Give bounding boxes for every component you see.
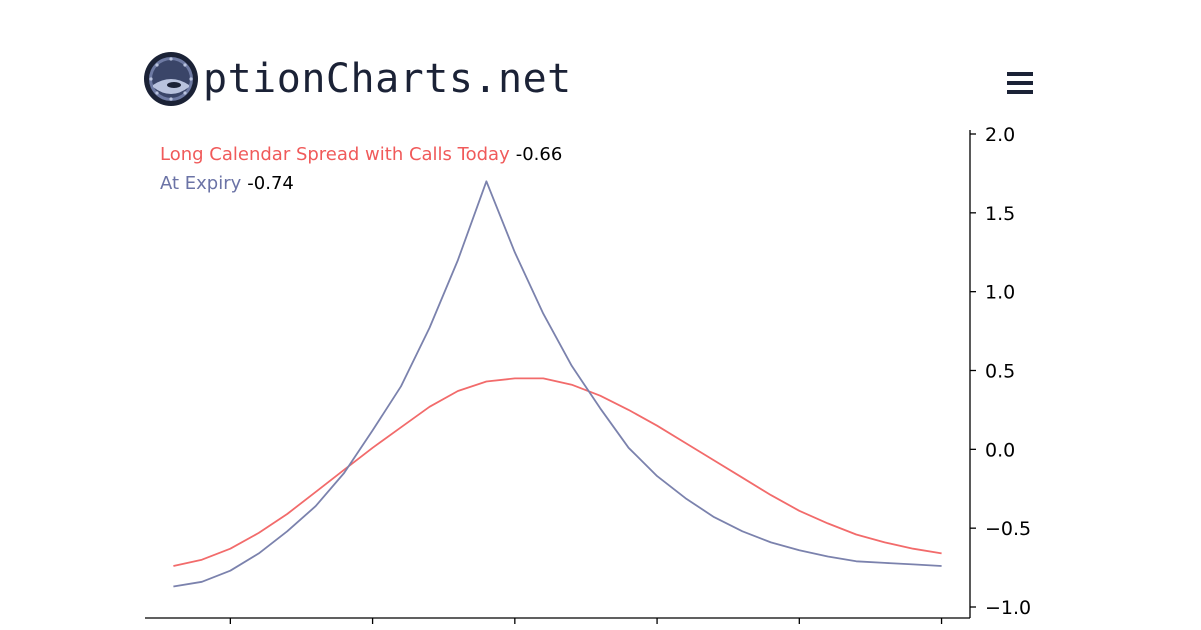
series-line-today — [173, 377, 942, 567]
ship-porthole-icon — [144, 52, 198, 106]
legend-label-today: Long Calendar Spread with Calls Today — [160, 144, 510, 165]
y-tick-label: 2.0 — [985, 124, 1015, 146]
chart-legend: Long Calendar Spread with Calls Today -0.… — [160, 140, 562, 198]
legend-value-today: -0.66 — [515, 144, 563, 165]
hamburger-menu-icon — [1007, 72, 1033, 94]
brand-logo-link[interactable]: ptionCharts.net — [143, 51, 572, 107]
y-tick-label: −0.5 — [985, 518, 1031, 540]
brand-name: ptionCharts.net — [203, 56, 572, 102]
legend-value-expiry: -0.74 — [247, 173, 294, 194]
y-tick-label: 0.5 — [985, 361, 1015, 383]
chart-lines — [173, 180, 942, 588]
legend-label-expiry: At Expiry — [160, 173, 242, 194]
series-line-expiry — [173, 180, 942, 588]
y-tick-label: 0.0 — [985, 439, 1015, 461]
legend-row-expiry: At Expiry -0.74 — [160, 169, 562, 198]
y-tick-label: −1.0 — [985, 597, 1031, 619]
legend-row-today: Long Calendar Spread with Calls Today -0.… — [160, 140, 562, 169]
y-tick-label: 1.5 — [985, 203, 1015, 225]
header: ptionCharts.net — [0, 0, 1201, 120]
menu-button[interactable] — [1004, 67, 1036, 99]
chart-axes: 2.0 1.5 1.0 0.5 0.0 −0.5 −1.0 — [145, 124, 1031, 624]
y-tick-label: 1.0 — [985, 282, 1015, 304]
